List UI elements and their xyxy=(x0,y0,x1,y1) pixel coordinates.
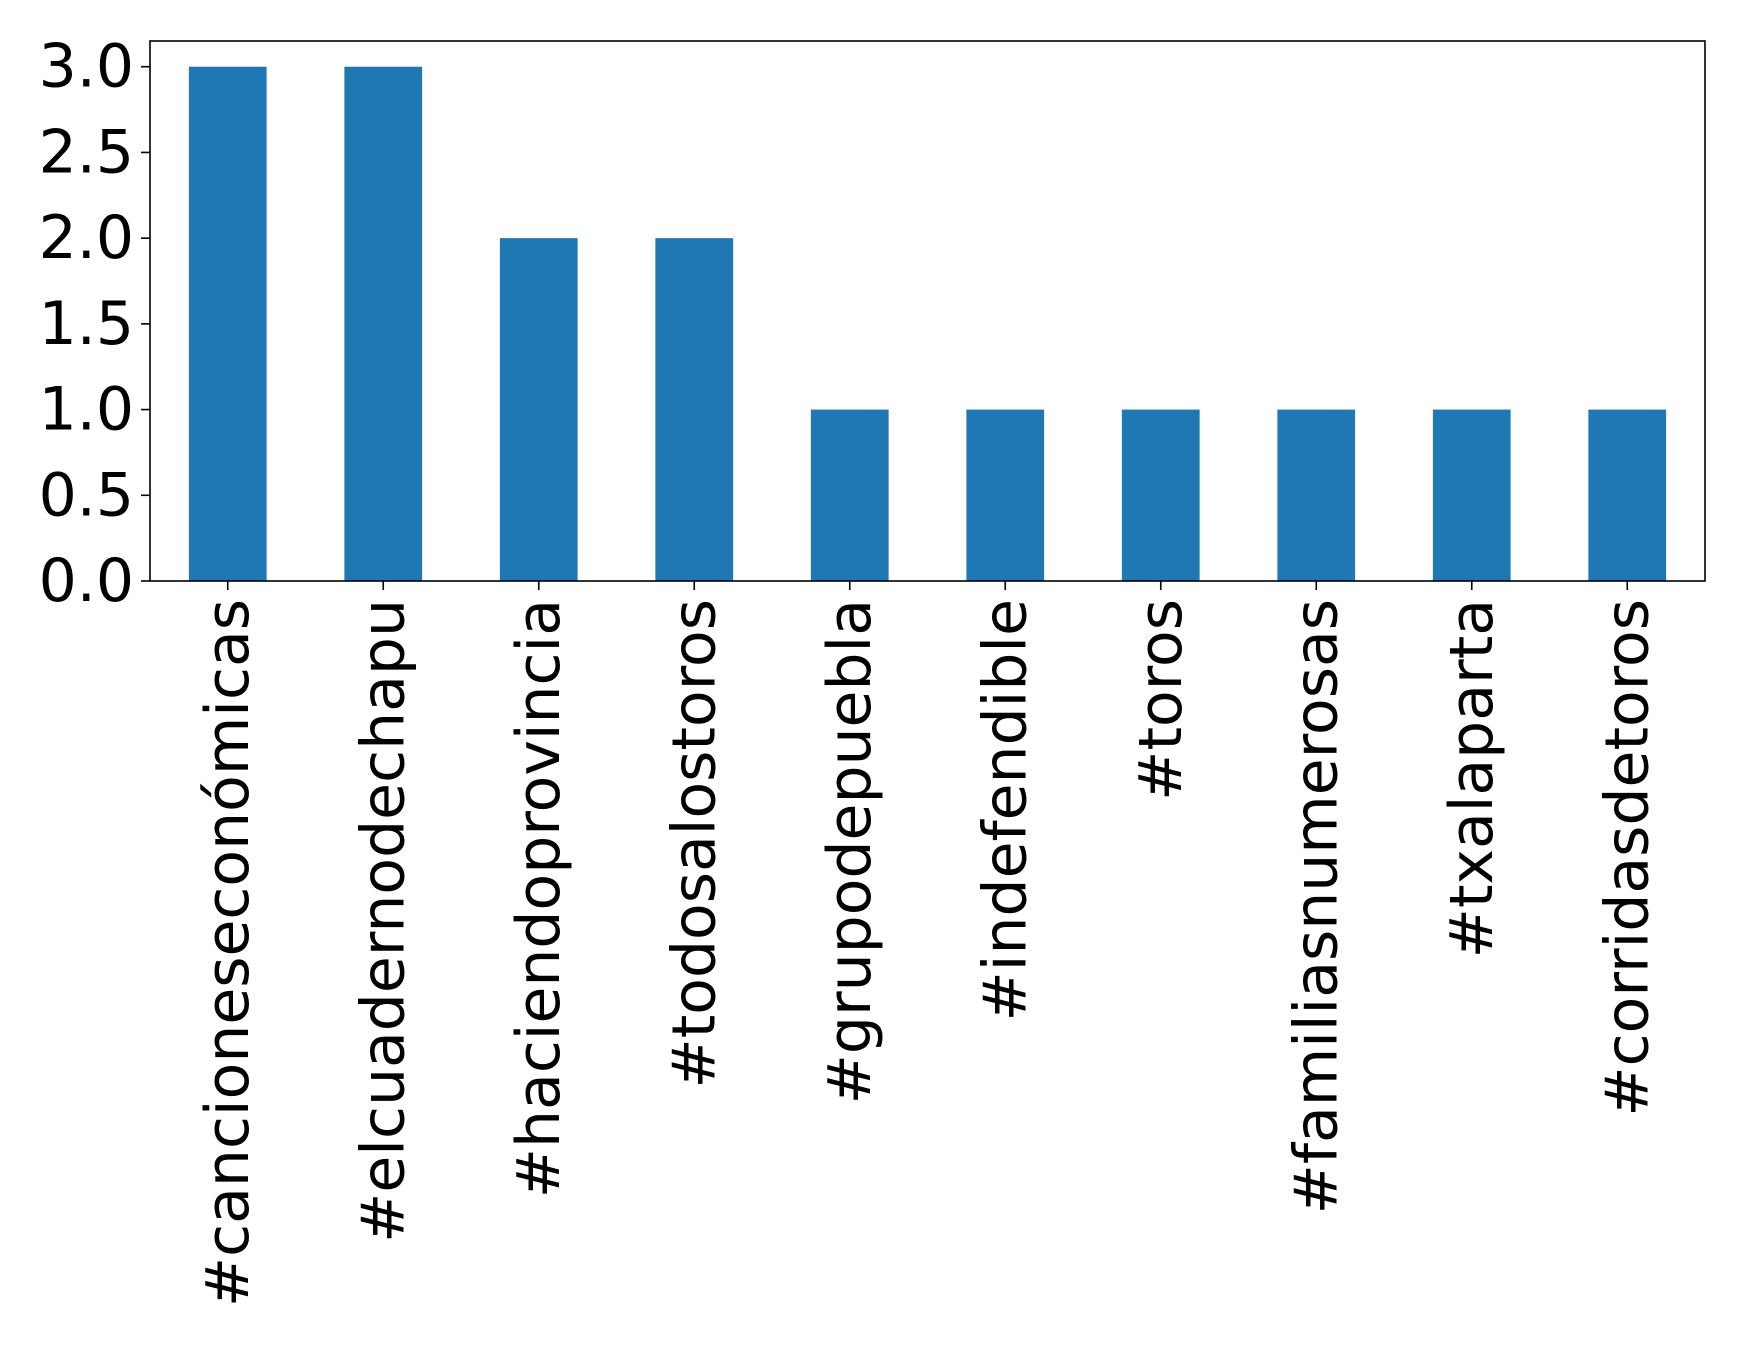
bars-layer xyxy=(188,66,1667,581)
x-tick-label: #haciendoprovincia xyxy=(504,599,574,1198)
bar-9 xyxy=(1432,409,1511,581)
x-tick-label: #corridasdetoros xyxy=(1592,599,1662,1117)
y-tick-label: 2.0 xyxy=(39,203,134,273)
bar-3 xyxy=(499,238,578,581)
bar-6 xyxy=(966,409,1045,581)
y-tick-label: 1.5 xyxy=(39,289,134,359)
bar-8 xyxy=(1277,409,1356,581)
bar-7 xyxy=(1121,409,1200,581)
plot-frame xyxy=(149,40,1706,582)
y-tick-label: 1.0 xyxy=(39,375,134,445)
y-axis: 0.0 0.5 1.0 1.5 2.0 2.5 3.0 xyxy=(39,32,150,616)
bar-2 xyxy=(344,66,423,581)
x-tick-label: #elcuadernodechapu xyxy=(348,599,418,1243)
x-tick-label: #familiasnumerosas xyxy=(1281,599,1351,1214)
bar-4 xyxy=(655,238,734,581)
x-axis: #cancioneseconómicas #elcuadernodechapu #h… xyxy=(193,581,1662,1307)
x-tick-label: #txalaparta xyxy=(1437,599,1507,958)
x-tick-label: #grupodepuebla xyxy=(815,599,885,1104)
bar-1 xyxy=(188,66,267,581)
bar-5 xyxy=(810,409,889,581)
y-tick-label: 0.5 xyxy=(39,460,134,530)
x-tick-label: #toros xyxy=(1126,599,1196,801)
y-tick-label: 0.0 xyxy=(39,546,134,616)
x-tick-label: #todosalostoros xyxy=(659,599,729,1089)
x-tick-label: #cancioneseconómicas xyxy=(193,599,263,1307)
y-tick-label: 2.5 xyxy=(39,117,134,187)
x-tick-label: #indefendible xyxy=(970,599,1040,1021)
bar-10 xyxy=(1588,409,1667,581)
y-tick-label: 3.0 xyxy=(39,32,134,102)
